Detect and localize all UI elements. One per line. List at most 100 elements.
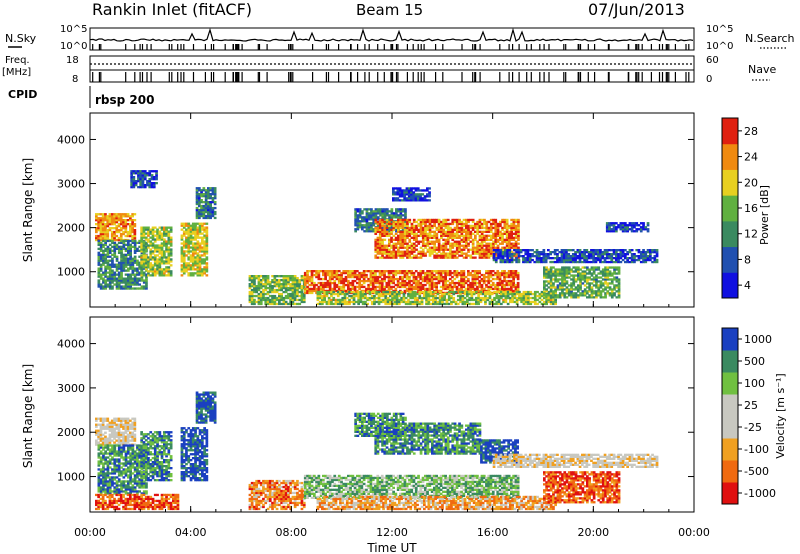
- data-cell: [529, 300, 533, 304]
- data-cell: [445, 300, 449, 304]
- data-cell: [362, 270, 366, 273]
- data-cell: [401, 238, 405, 241]
- data-cell: [543, 292, 546, 295]
- data-cell: [445, 302, 449, 306]
- data-cell: [129, 225, 132, 228]
- data-cell: [303, 283, 307, 287]
- data-cell: [325, 302, 329, 306]
- data-cell: [124, 273, 128, 276]
- data-cell: [207, 193, 210, 196]
- data-cell: [140, 275, 144, 278]
- data-cell: [151, 250, 155, 253]
- data-cell: [328, 285, 332, 289]
- data-cell: [257, 300, 261, 304]
- data-cell: [419, 270, 423, 273]
- data-cell: [444, 224, 448, 228]
- data-cell: [388, 244, 391, 247]
- data-cell: [524, 298, 528, 302]
- data-cell: [302, 294, 306, 298]
- data-cell: [257, 286, 261, 290]
- data-cell: [536, 290, 539, 294]
- data-cell: [194, 238, 197, 241]
- data-cell: [334, 302, 338, 306]
- data-cell: [489, 224, 493, 228]
- data-cell: [342, 277, 346, 281]
- data-cell: [156, 238, 159, 241]
- data-cell: [644, 260, 648, 264]
- data-cell: [97, 279, 101, 282]
- data-cell: [185, 250, 188, 253]
- data-cell: [151, 256, 155, 259]
- data-cell: [317, 281, 321, 285]
- data-cell: [497, 251, 500, 254]
- data-cell: [506, 251, 509, 254]
- data-cell: [182, 272, 186, 275]
- data-cell: [313, 273, 316, 277]
- data-cell: [451, 287, 454, 291]
- data-cell: [476, 273, 479, 277]
- data-cell: [435, 238, 439, 241]
- data-cell: [495, 302, 499, 306]
- data-cell: [433, 281, 436, 285]
- data-cell: [291, 296, 295, 300]
- data-cell: [198, 208, 201, 212]
- data-cell: [169, 248, 173, 251]
- data-cell: [142, 236, 146, 239]
- data-cell: [419, 246, 423, 249]
- data-cell: [124, 277, 128, 280]
- data-cell: [492, 242, 495, 245]
- data-cell: [152, 182, 156, 185]
- data-cell: [127, 263, 130, 266]
- data-cell: [160, 248, 164, 251]
- data-cell: [271, 286, 274, 290]
- data-cell: [250, 292, 254, 296]
- data-cell: [485, 256, 489, 259]
- data-cell: [421, 218, 425, 222]
- data-cell: [505, 271, 509, 275]
- data-cell: [498, 271, 502, 275]
- data-cell: [510, 230, 513, 233]
- data-cell: [492, 220, 495, 224]
- data-cell: [514, 246, 518, 249]
- data-cell: [211, 189, 215, 192]
- data-cell: [141, 184, 145, 187]
- data-cell: [459, 298, 462, 302]
- data-cell: [416, 298, 419, 302]
- data-cell: [489, 238, 493, 241]
- data-cell: [410, 271, 414, 275]
- data-cell: [511, 298, 514, 302]
- data-cell: [462, 279, 466, 283]
- data-cell: [436, 292, 440, 296]
- data-cell: [478, 238, 482, 241]
- data-cell: [348, 290, 351, 294]
- data-cell: [488, 302, 492, 306]
- data-cell: [201, 262, 204, 265]
- data-cell: [203, 272, 206, 275]
- data-cell: [478, 283, 481, 287]
- data-cell: [451, 218, 455, 222]
- data-cell: [508, 258, 512, 262]
- data-cell: [108, 283, 112, 286]
- data-cell: [421, 220, 425, 224]
- data-cell: [203, 266, 206, 269]
- data-cell: [449, 242, 452, 245]
- data-cell: [485, 271, 488, 275]
- data-cell: [446, 287, 450, 291]
- data-cell: [271, 288, 274, 292]
- data-cell: [149, 240, 153, 243]
- data-cell: [122, 241, 126, 244]
- data-cell: [124, 283, 128, 286]
- data-cell: [141, 174, 145, 177]
- data-cell: [335, 270, 339, 273]
- data-cell: [494, 283, 497, 287]
- data-cell: [124, 255, 128, 258]
- data-cell: [302, 300, 306, 304]
- data-cell: [115, 257, 119, 260]
- data-cell: [117, 283, 121, 286]
- data-cell: [461, 302, 465, 306]
- data-cell: [322, 287, 325, 291]
- data-cell: [481, 298, 485, 302]
- data-cell: [370, 226, 373, 229]
- data-cell: [477, 298, 480, 302]
- data-cell: [514, 271, 518, 275]
